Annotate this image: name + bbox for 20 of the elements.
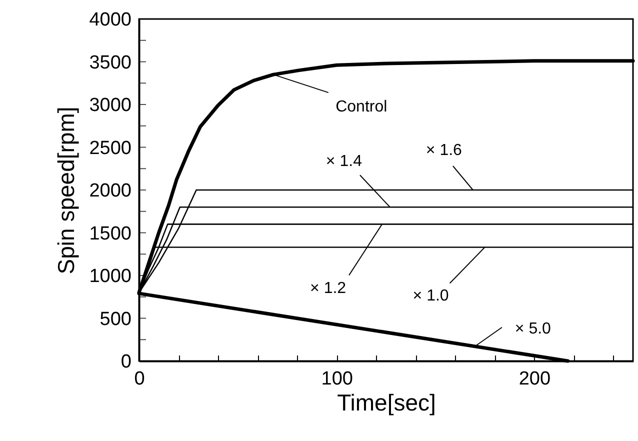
annotation: × 1.4 — [326, 153, 362, 170]
y-tick-label: 4000 — [89, 10, 132, 30]
y-tick-label: 1500 — [89, 223, 132, 244]
y-tick-label: 500 — [100, 308, 132, 330]
y-tick-label: 2500 — [89, 138, 132, 159]
annotation: × 5.0 — [514, 320, 552, 338]
x-tick-label: 100 — [321, 368, 353, 390]
y-tick-label: 1000 — [89, 266, 132, 287]
y-tick-label: 2000 — [89, 180, 132, 202]
annotation: Control — [336, 98, 388, 116]
y-tick-label: 3000 — [89, 95, 132, 116]
y-axis-title: Spin speed[rpm] — [53, 106, 80, 274]
y-tick-label: 0 — [120, 352, 132, 372]
x-axis-title: Time[sec] — [337, 390, 436, 416]
x-tick-label: 0 — [134, 368, 145, 390]
y-tick-label: 3500 — [89, 52, 132, 74]
annotation: × 1.2 — [310, 280, 346, 298]
x-tick-label: 200 — [518, 368, 551, 390]
annotation: × 1.6 — [426, 142, 462, 159]
annotation: × 1.0 — [412, 287, 449, 304]
